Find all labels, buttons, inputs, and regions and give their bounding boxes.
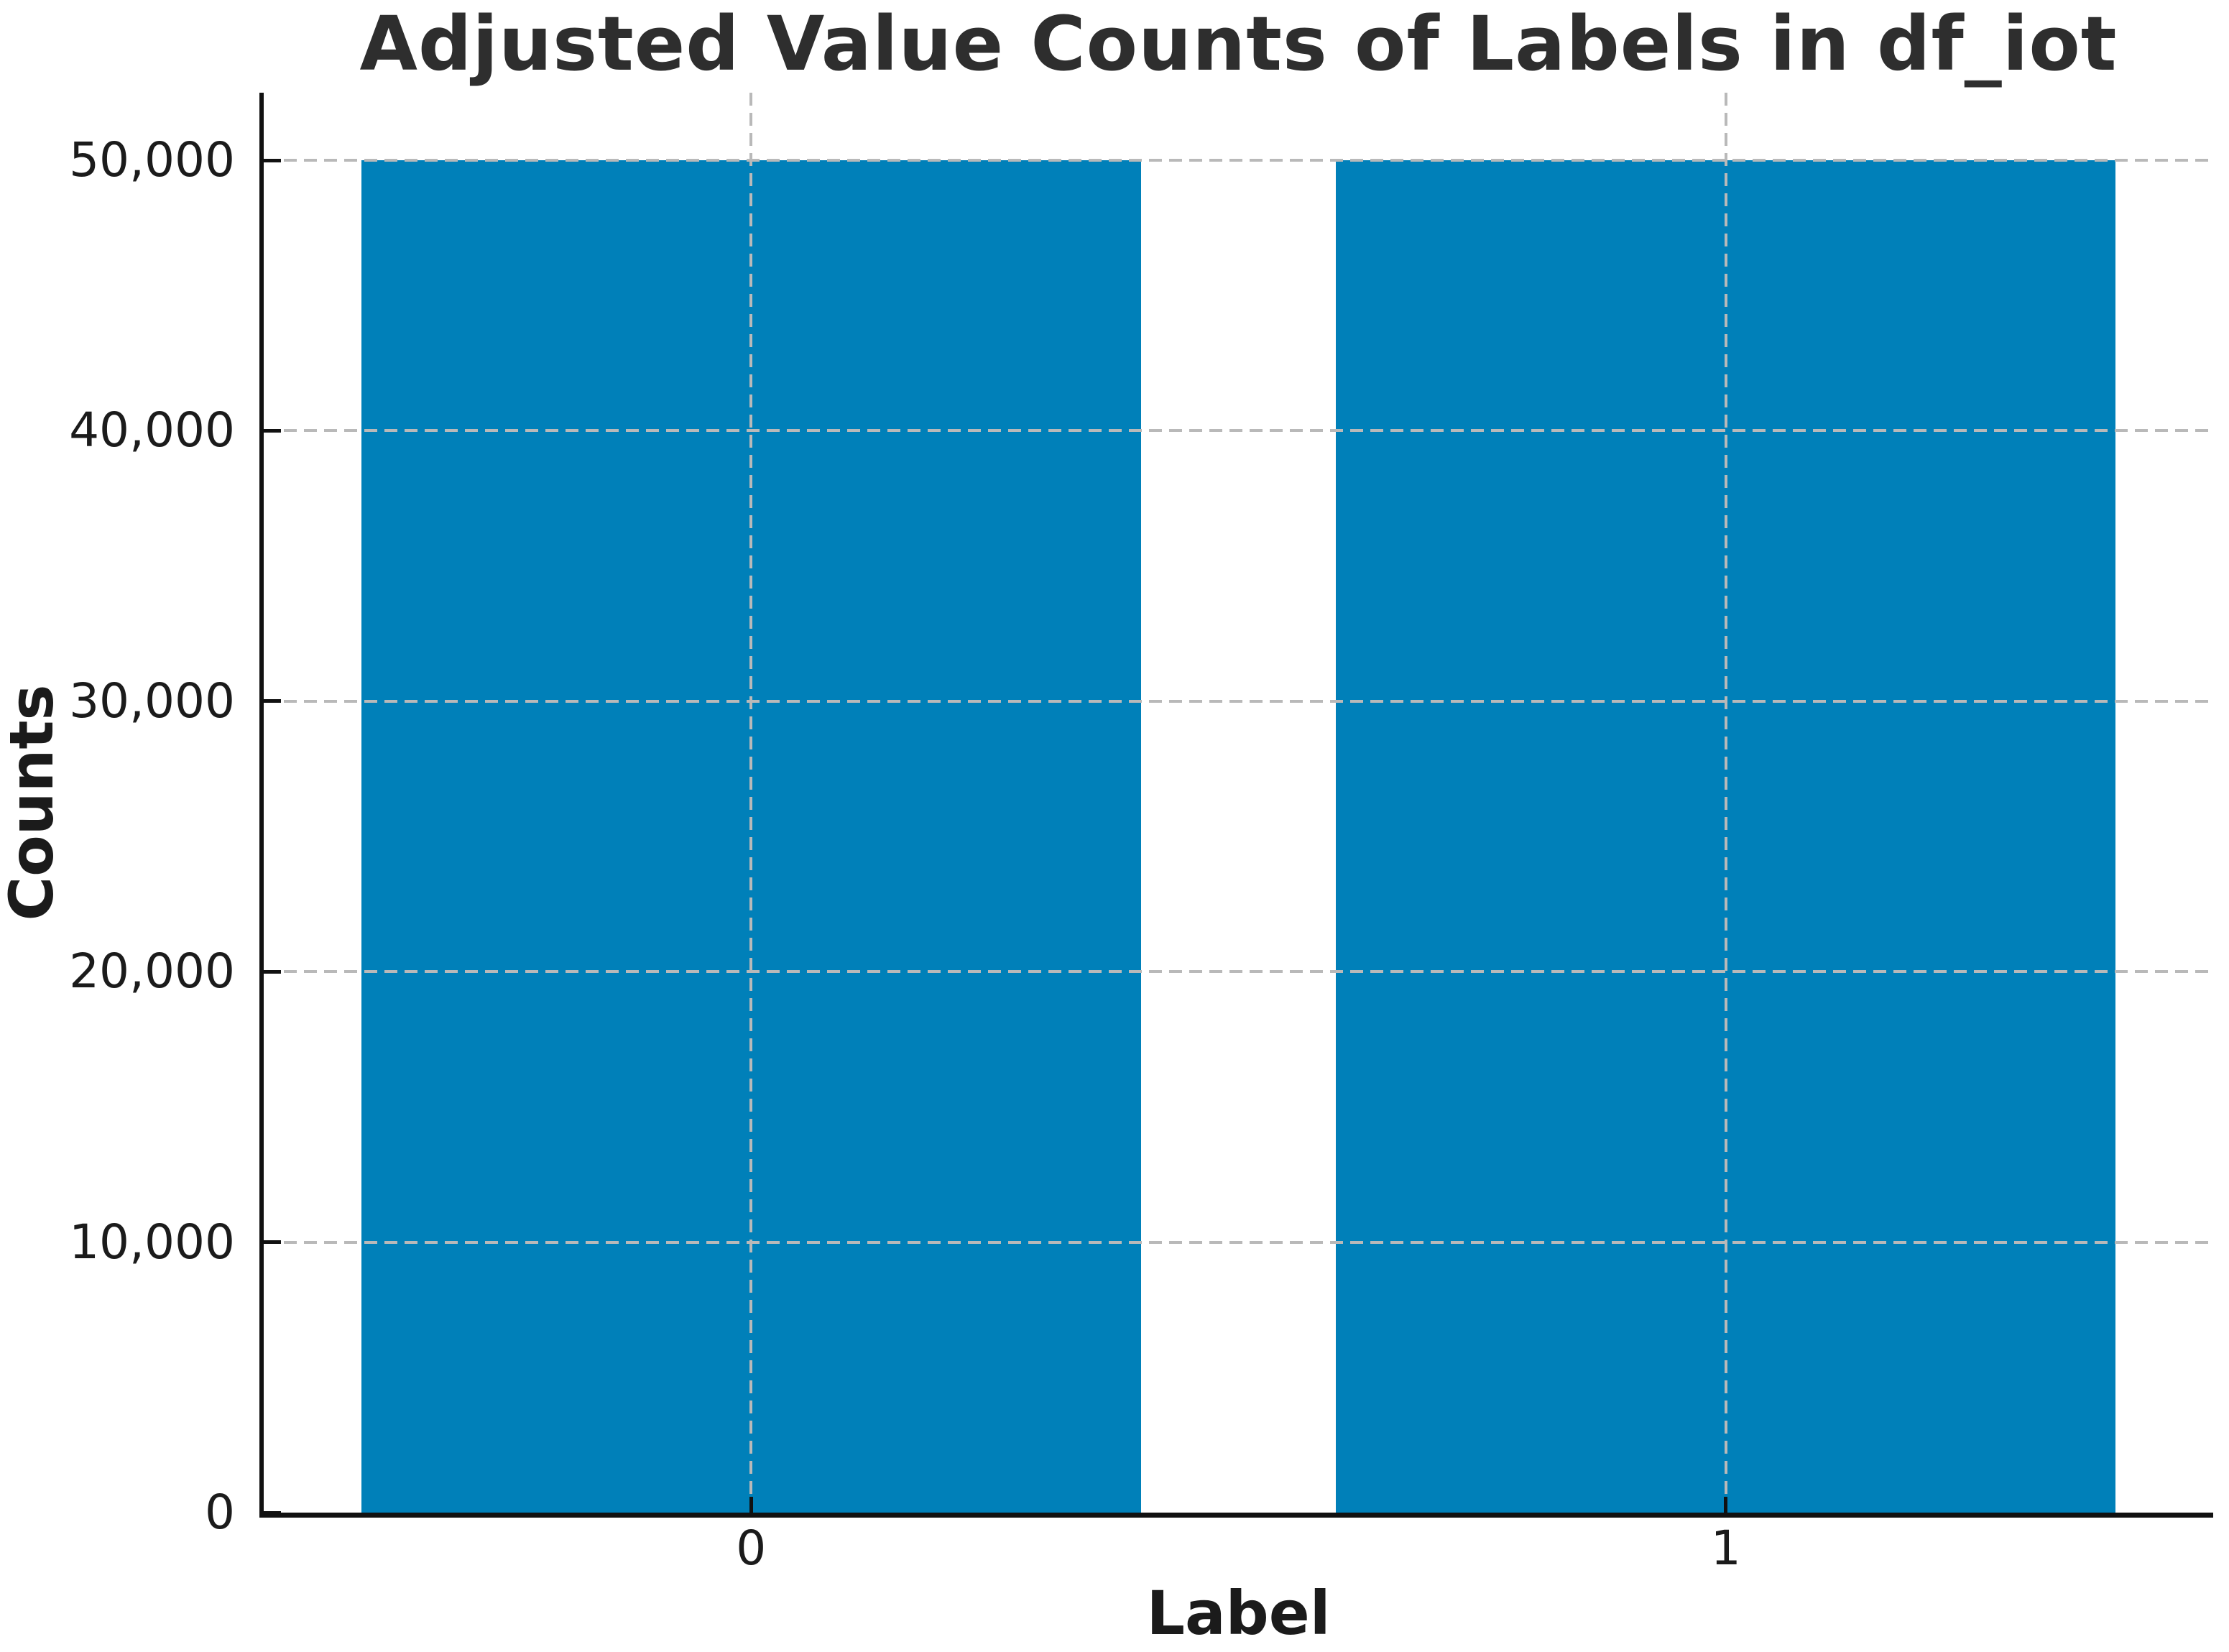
x-tick-label: 1 bbox=[1710, 1521, 1741, 1576]
h-gridline bbox=[264, 429, 2213, 433]
x-axis-label: Label bbox=[1146, 1578, 1331, 1648]
x-axis-spine bbox=[259, 1513, 2213, 1518]
y-tick-label: 50,000 bbox=[69, 132, 235, 188]
y-tick-label: 0 bbox=[205, 1485, 235, 1540]
x-tick-mark bbox=[749, 1497, 753, 1513]
y-tick-label: 10,000 bbox=[69, 1214, 235, 1270]
x-tick-mark bbox=[1724, 1497, 1728, 1513]
h-gridline bbox=[264, 159, 2213, 162]
y-tick-mark bbox=[264, 1510, 281, 1515]
chart-title: Adjusted Value Counts of Labels in df_io… bbox=[359, 0, 2118, 88]
h-gridline bbox=[264, 970, 2213, 974]
y-tick-mark bbox=[264, 158, 281, 162]
y-tick-label: 20,000 bbox=[69, 943, 235, 1000]
y-tick-mark bbox=[264, 1240, 281, 1245]
v-gridline bbox=[1724, 93, 1727, 1513]
y-tick-mark bbox=[264, 969, 281, 974]
v-gridline bbox=[749, 93, 753, 1513]
x-tick-label: 0 bbox=[736, 1521, 767, 1576]
y-tick-label: 30,000 bbox=[69, 673, 235, 729]
y-tick-mark bbox=[264, 428, 281, 433]
h-gridline bbox=[264, 1240, 2213, 1244]
y-axis-spine bbox=[259, 93, 264, 1518]
plot-area bbox=[264, 93, 2213, 1515]
y-tick-label: 40,000 bbox=[69, 402, 235, 458]
h-gridline bbox=[264, 699, 2213, 703]
y-tick-mark bbox=[264, 699, 281, 703]
